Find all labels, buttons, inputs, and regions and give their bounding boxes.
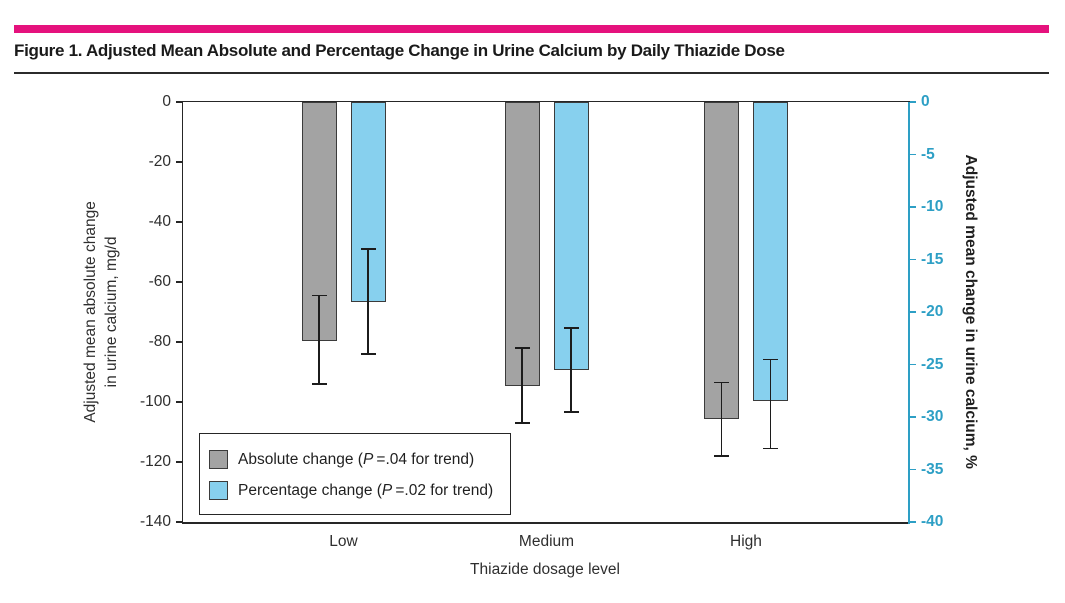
legend-swatch-absolute: [209, 450, 228, 469]
error-bar-absolute-low-cap-top: [311, 294, 327, 297]
y-axis-left-tick-label: -120: [139, 453, 171, 470]
legend-label: Absolute change (P =.04 for trend): [238, 450, 475, 468]
error-bar-absolute-medium-cap-top: [514, 347, 530, 349]
legend-label: Percentage change (P =.02 for trend): [238, 481, 494, 499]
error-bar-percentage-low: [367, 249, 369, 354]
y-axis-right-tick: [908, 311, 916, 313]
y-axis-right-tick: [908, 206, 916, 208]
y-axis-right-tick-label: -20: [921, 303, 944, 320]
error-bar-percentage-low-cap-top: [360, 248, 376, 250]
error-bar-absolute-high-cap-bottom: [714, 455, 729, 457]
x-axis-category-label: Medium: [518, 533, 575, 550]
legend-swatch-percentage: [209, 481, 228, 500]
y-axis-right-tick-label: -35: [921, 460, 944, 478]
error-bar-absolute-medium-cap-bottom: [514, 422, 530, 424]
y-axis-left-line: [181, 102, 183, 524]
y-axis-right-tick-label: -25: [921, 355, 944, 373]
error-bar-percentage-high-cap-bottom: [763, 447, 778, 450]
error-bar-absolute-low: [318, 295, 320, 384]
error-bar-absolute-low-cap-bottom: [311, 383, 327, 385]
x-axis-category-label: Low: [329, 533, 358, 550]
bar-absolute-medium: [504, 102, 540, 386]
y-axis-left-tick-label: -100: [139, 393, 171, 410]
y-axis-right-tick: [908, 468, 916, 471]
y-axis-left-tick: [176, 221, 183, 223]
bar-percentage-medium: [553, 102, 589, 370]
bar-absolute-high: [704, 102, 739, 419]
y-axis-left-tick: [176, 521, 183, 523]
title-rule: [14, 72, 1049, 74]
x-axis-category-label: High: [730, 533, 762, 550]
y-axis-left-tick: [176, 101, 183, 103]
legend-item: Percentage change (P =.02 for trend): [209, 481, 498, 500]
error-bar-absolute-high: [720, 382, 723, 456]
y-axis-left-tick-label: -20: [148, 153, 171, 170]
y-axis-left-tick-label: -80: [148, 333, 171, 350]
y-axis-right-tick-label: -10: [921, 198, 944, 215]
y-axis-right-tick: [908, 153, 916, 156]
y-axis-left-tick: [176, 161, 183, 163]
y-axis-right-tick: [908, 416, 916, 418]
y-axis-right-line: [908, 102, 910, 524]
x-axis-baseline: [183, 522, 908, 524]
y-axis-right-tick-label: -15: [921, 250, 944, 268]
y-axis-right-tick-label: -5: [921, 145, 935, 163]
y-axis-right-tick: [908, 258, 916, 261]
error-bar-percentage-medium-cap-bottom: [563, 411, 579, 413]
y-axis-right-tick-label: -30: [921, 408, 944, 425]
y-axis-right-tick-label: 0: [921, 93, 930, 110]
legend-item: Absolute change (P =.04 for trend): [209, 450, 498, 469]
figure-title: Figure 1. Adjusted Mean Absolute and Per…: [14, 41, 785, 60]
y-axis-right-tick: [908, 101, 916, 103]
y-axis-left-tick-label: 0: [162, 93, 171, 110]
error-bar-absolute-high-cap-top: [714, 381, 729, 384]
y-axis-left-tick: [176, 401, 183, 403]
y-axis-left-tick-label: -40: [148, 213, 171, 230]
y-axis-left-tick-label: -140: [139, 513, 171, 530]
x-axis-title: Thiazide dosage level: [470, 561, 620, 578]
y-axis-right-tick: [908, 363, 916, 366]
y-axis-left-tick: [176, 461, 183, 463]
error-bar-absolute-medium: [521, 348, 523, 423]
error-bar-percentage-medium: [570, 327, 572, 412]
bar-percentage-high: [753, 102, 788, 402]
y-axis-right-tick-label: -40: [921, 513, 944, 530]
legend: Absolute change (P =.04 for trend) Percen…: [199, 433, 511, 515]
error-bar-percentage-medium-cap-top: [563, 327, 579, 329]
y-axis-right-tick: [908, 521, 916, 523]
zero-line: [181, 100, 910, 102]
error-bar-percentage-high: [769, 359, 772, 449]
y-axis-left-tick: [176, 341, 183, 343]
y-axis-left-tick: [176, 281, 183, 283]
error-bar-percentage-low-cap-bottom: [360, 353, 376, 355]
accent-bar: [14, 25, 1049, 33]
error-bar-percentage-high-cap-top: [763, 358, 778, 360]
y-axis-left-tick-label: -60: [148, 273, 171, 290]
